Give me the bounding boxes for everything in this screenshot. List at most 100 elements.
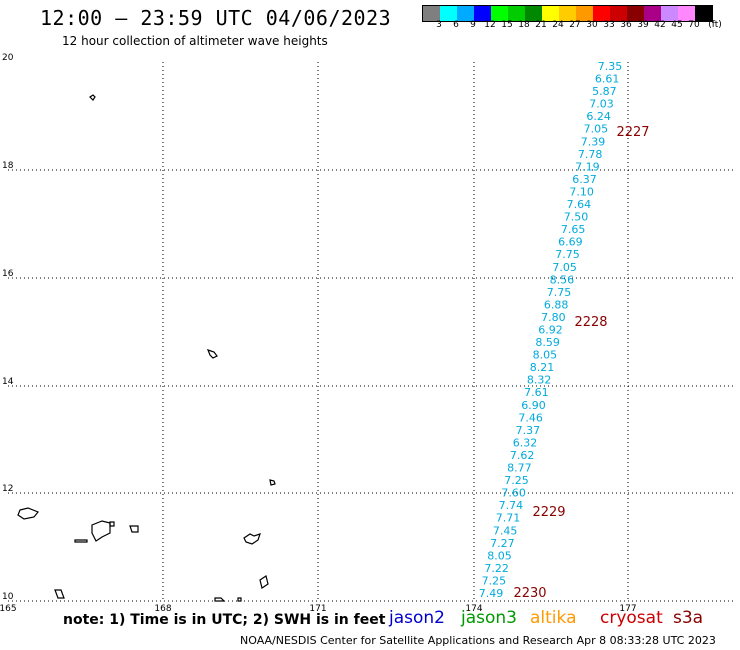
legend-swatch xyxy=(457,6,474,21)
swh-value: 6.61 xyxy=(595,73,620,86)
swh-value: 7.25 xyxy=(482,574,507,587)
footer-credit: NOAA/NESDIS Center for Satellite Applica… xyxy=(240,634,716,647)
legend-swatch xyxy=(661,6,678,21)
legend-tick-label: 36 xyxy=(620,20,632,30)
color-legend-ticks: 3 6 9 12 15 18 21 24 27 30 33 36 39 42 45 70 (ft) xyxy=(422,20,740,34)
legend-tick-label: (ft) xyxy=(708,20,722,30)
swh-value: 8.77 xyxy=(507,462,532,475)
legend-tick-label: 70 xyxy=(688,20,700,30)
longitude-labels: 165 168 171 174 177 xyxy=(0,604,637,614)
swh-value: 7.50 xyxy=(564,211,589,224)
swh-value: 7.45 xyxy=(493,524,518,537)
island-outline xyxy=(206,349,218,359)
swh-value: 6.92 xyxy=(538,324,563,337)
pass-labels: 2227 2228 2229 2230 xyxy=(513,125,649,601)
swh-value: 7.35 xyxy=(598,60,623,73)
swh-value: 6.90 xyxy=(521,399,546,412)
legend-tick-label: 6 xyxy=(453,20,459,30)
legend-tick-label: 18 xyxy=(518,20,530,30)
swh-value: 7.49 xyxy=(479,587,504,600)
swh-value: 8.05 xyxy=(487,549,512,562)
island-outline xyxy=(91,520,111,542)
legend-tick-label: 3 xyxy=(436,20,442,30)
swh-value: 7.46 xyxy=(518,411,543,424)
mission-label: jason2 xyxy=(389,608,445,628)
legend-tick-label: 27 xyxy=(569,20,581,30)
swh-value: 7.75 xyxy=(547,286,572,299)
swh-value: 7.05 xyxy=(584,123,609,136)
island-outline xyxy=(89,94,96,101)
swh-value: 7.65 xyxy=(561,223,586,236)
island-outline xyxy=(214,597,226,602)
swh-value: 7.78 xyxy=(578,148,603,161)
legend-swatch xyxy=(610,6,627,21)
latitude-labels: 20 18 16 14 12 10 xyxy=(2,53,14,602)
swh-value: 7.22 xyxy=(484,562,509,575)
island-outline xyxy=(237,597,242,602)
longitude-label: 174 xyxy=(465,604,482,614)
swh-value: 8.59 xyxy=(535,336,560,349)
island-outline xyxy=(54,589,65,599)
legend-swatch xyxy=(542,6,559,21)
legend-tick-label: 12 xyxy=(484,20,496,30)
swh-value: 7.61 xyxy=(524,386,549,399)
island-outline xyxy=(243,533,261,545)
latitude-label: 18 xyxy=(2,161,14,171)
swh-value: 8.21 xyxy=(530,361,555,374)
mission-label: cryosat xyxy=(600,608,663,628)
swh-value: 7.64 xyxy=(567,198,592,211)
map-grid xyxy=(8,62,735,602)
island-outline xyxy=(269,479,276,486)
legend-swatch xyxy=(474,6,491,21)
legend-swatch xyxy=(559,6,576,21)
legend-swatch xyxy=(644,6,661,21)
island-outline xyxy=(74,539,88,543)
swh-value: 7.74 xyxy=(499,499,524,512)
latitude-label: 10 xyxy=(2,592,14,602)
swh-value: 7.75 xyxy=(555,248,580,261)
latitude-label: 12 xyxy=(2,484,13,494)
swh-value: 7.37 xyxy=(516,424,541,437)
swh-value: 8.56 xyxy=(550,273,575,286)
swh-value: 6.88 xyxy=(544,298,569,311)
longitude-label: 171 xyxy=(309,604,326,614)
legend-tick-label: 30 xyxy=(586,20,598,30)
legend-tick-label: 39 xyxy=(637,20,649,30)
legend-swatch xyxy=(440,6,457,21)
island-outline xyxy=(129,525,139,533)
latitude-label: 14 xyxy=(2,377,14,387)
swh-value: 7.03 xyxy=(589,98,614,111)
swh-value: 6.37 xyxy=(572,173,597,186)
longitude-label: 168 xyxy=(154,604,171,614)
swh-value: 5.87 xyxy=(592,85,617,98)
legend-tick-label: 9 xyxy=(470,20,476,30)
swh-value: 8.05 xyxy=(533,349,558,362)
land-outlines xyxy=(17,94,276,602)
legend-swatch xyxy=(423,6,440,21)
mission-label: jason3 xyxy=(461,608,517,628)
legend-tick-label: 21 xyxy=(535,20,547,30)
mission-label: altika xyxy=(530,608,577,628)
swh-value: 6.24 xyxy=(586,110,611,123)
pass-label: 2229 xyxy=(532,505,565,520)
legend-tick-label: 42 xyxy=(654,20,666,30)
page-subtitle: 12 hour collection of altimeter wave hei… xyxy=(62,34,328,48)
mission-label: s3a xyxy=(673,608,704,628)
swh-value: 7.71 xyxy=(496,512,521,525)
page-title: 12:00 – 23:59 UTC 04/06/2023 xyxy=(40,6,392,30)
latitude-label: 20 xyxy=(2,53,14,63)
legend-swatch xyxy=(576,6,593,21)
legend-swatch xyxy=(491,6,508,21)
swh-track: 7.356.615.877.036.247.057.397.787.196.37… xyxy=(479,60,623,600)
swh-value: 7.62 xyxy=(510,449,535,462)
swh-value: 6.69 xyxy=(558,236,583,249)
legend-tick-label: 15 xyxy=(501,20,513,30)
footnote: note: 1) Time is in UTC; 2) SWH is in fe… xyxy=(63,612,386,628)
longitude-label: 165 xyxy=(0,604,17,614)
swh-value: 7.39 xyxy=(581,135,606,148)
pass-label: 2228 xyxy=(574,315,607,330)
legend-tick-label: 24 xyxy=(552,20,564,30)
swh-value: 7.05 xyxy=(552,261,577,274)
legend-swatch xyxy=(593,6,610,21)
color-legend xyxy=(422,5,713,22)
